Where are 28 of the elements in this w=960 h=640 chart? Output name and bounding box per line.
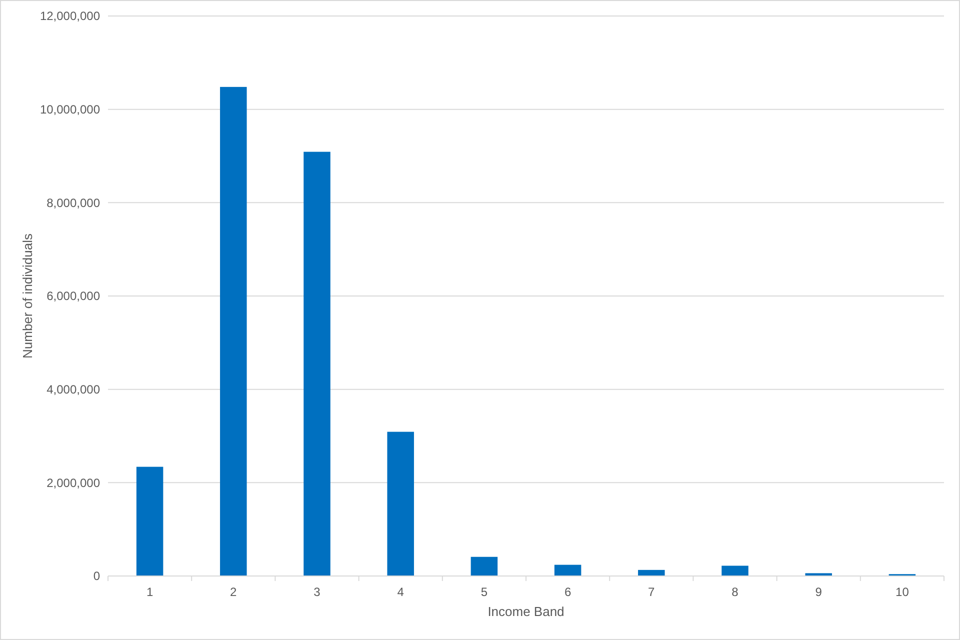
bar bbox=[136, 466, 164, 576]
x-tick-label: 10 bbox=[896, 585, 910, 599]
bar bbox=[554, 564, 582, 576]
x-tick-label: 7 bbox=[648, 585, 656, 599]
y-tick-label: 2,000,000 bbox=[46, 476, 100, 490]
x-tick-label: 8 bbox=[732, 585, 739, 599]
x-tick-label: 9 bbox=[815, 585, 822, 599]
bar bbox=[805, 573, 832, 576]
bar bbox=[304, 152, 330, 576]
y-tick-label: 0 bbox=[93, 569, 100, 584]
y-tick-label: 6,000,000 bbox=[46, 289, 100, 304]
y-axis-title: Number of individuals bbox=[20, 233, 35, 359]
x-tick-label: 2 bbox=[230, 585, 238, 599]
bar bbox=[470, 556, 498, 576]
bar bbox=[220, 86, 247, 576]
bar bbox=[722, 566, 748, 576]
x-axis-title: Income Band bbox=[488, 604, 564, 619]
y-tick-label: 8,000,000 bbox=[46, 196, 100, 210]
y-tick-label: 10,000,000 bbox=[40, 102, 100, 117]
bar bbox=[638, 570, 665, 576]
y-tick-label: 4,000,000 bbox=[46, 382, 100, 397]
x-tick-label: 4 bbox=[397, 585, 404, 599]
y-tick-label: 12,000,000 bbox=[40, 9, 100, 24]
x-tick-label: 6 bbox=[564, 585, 572, 599]
bar bbox=[387, 432, 414, 576]
x-tick-label: 5 bbox=[480, 585, 488, 599]
x-tick-label: 3 bbox=[314, 585, 321, 599]
x-tick-label: 1 bbox=[146, 585, 154, 599]
